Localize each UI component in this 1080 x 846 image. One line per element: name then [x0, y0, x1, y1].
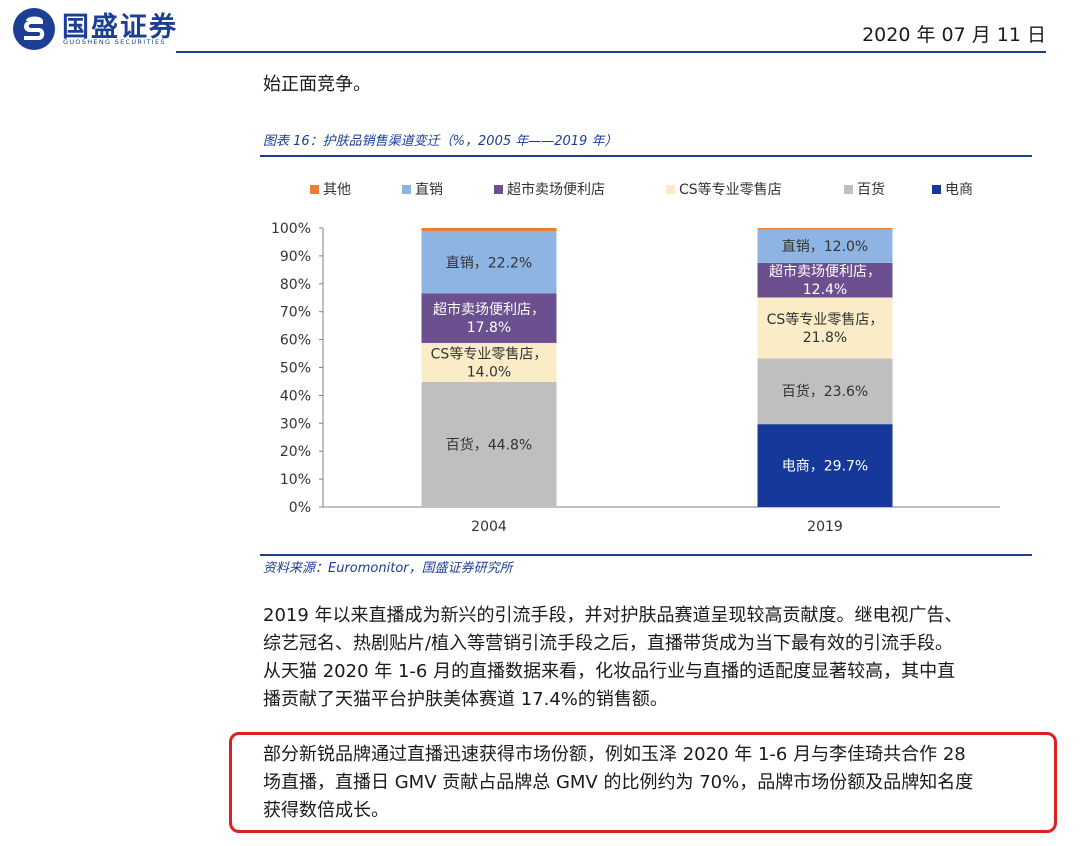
data-label: CS等专业零售店， [767, 311, 884, 328]
y-tick-label: 10% [280, 472, 311, 488]
bar-segment [421, 228, 557, 232]
highlight-box [229, 732, 1057, 833]
y-tick-label: 0% [289, 500, 311, 516]
figure-top-rule [260, 155, 1032, 157]
data-label: 14.0% [467, 364, 511, 380]
bar-segment [757, 424, 893, 507]
paragraph-line: 2019 年以来直播成为新兴的引流手段，并对护肤品赛道呈现较高贡献度。继电视广告… [263, 605, 963, 626]
y-axis: 0% 10% 20% 30% 40% 50% 60% 70% 80% 90% 100% [271, 221, 1000, 516]
header-divider [176, 51, 1046, 53]
data-label: 超市卖场便利店， [433, 301, 545, 318]
paragraph-line: 从天猫 2020 年 1-6 月的直播数据来看，化妆品行业与直播的适配度显著较高… [263, 661, 956, 682]
y-tick-label: 70% [280, 305, 311, 321]
bar-segment [757, 228, 893, 230]
company-logo [13, 8, 55, 50]
y-tick-label: 60% [280, 333, 311, 349]
bar-segment [421, 293, 557, 343]
data-label: 直销，22.2% [446, 254, 532, 271]
legend-swatch [666, 185, 675, 194]
data-label: 直销，12.0% [782, 238, 868, 255]
y-tick-label: 50% [280, 361, 311, 377]
bar-segment [757, 358, 893, 425]
legend-label: 直销 [415, 181, 443, 198]
data-label: 百货，23.6% [782, 383, 868, 400]
y-tick-label: 90% [280, 249, 311, 265]
bar-segment [757, 297, 893, 359]
x-axis: 2004 2019 [471, 519, 843, 535]
bar-segment [757, 229, 893, 263]
legend-label: CS等专业零售店 [679, 181, 782, 198]
legend-label: 超市卖场便利店 [507, 181, 605, 198]
chart-legend: 其他 直销 超市卖场便利店 CS等专业零售店 百货 电商 [310, 181, 973, 198]
data-label: 17.8% [467, 320, 511, 336]
bar-segment [421, 382, 557, 507]
paragraph-line: 场直播，直播日 GMV 贡献占品牌总 GMV 的比例约为 70%，品牌市场份额及… [263, 772, 974, 793]
legend-swatch [494, 185, 503, 194]
data-label: 电商，29.7% [782, 459, 868, 475]
x-tick-label: 2004 [471, 519, 507, 535]
legend-swatch [402, 185, 411, 194]
data-label: 百货，44.8% [446, 437, 532, 454]
report-date: 2020 年 07 月 11 日 [862, 24, 1046, 46]
paragraph-line: 获得数倍成长。 [263, 800, 389, 821]
legend-swatch [844, 185, 853, 194]
logo-text: 国盛证券 [62, 12, 178, 43]
intro-text: 始正面竞争。 [263, 74, 371, 95]
chart-bars: 百货，44.8% CS等专业零售店， 14.0% 超市卖场便利店， 17.8% 直销，22… [421, 228, 893, 507]
y-tick-label: 20% [280, 444, 311, 460]
legend-label: 电商 [945, 182, 973, 198]
body-paragraph-2: 部分新锐品牌通过直播迅速获得市场份额，例如玉泽 2020 年 1-6 月与李佳琦… [263, 741, 1049, 825]
y-tick-label: 80% [280, 277, 311, 293]
x-tick-label: 2019 [807, 519, 843, 535]
legend-swatch [932, 185, 941, 194]
y-tick-label: 100% [271, 221, 311, 237]
legend-swatch [310, 185, 319, 194]
bar-segment [421, 231, 557, 294]
figure-caption: 图表 16：护肤品销售渠道变迁（%，2005 年——2019 年） [263, 134, 618, 149]
y-tick-label: 30% [280, 416, 311, 432]
data-label: CS等专业零售店， [431, 345, 548, 362]
data-label: 12.4% [803, 282, 847, 298]
data-label: 超市卖场便利店， [769, 263, 881, 280]
body-paragraph-1: 2019 年以来直播成为新兴的引流手段，并对护肤品赛道呈现较高贡献度。继电视广告… [263, 602, 1049, 714]
figure-source: 资料来源：Euromonitor，国盛证券研究所 [263, 561, 513, 576]
y-tick-label: 40% [280, 388, 311, 404]
paragraph-line: 综艺冠名、热剧贴片/植入等营销引流手段之后，直播带货成为当下最有效的引流手段。 [263, 633, 954, 654]
paragraph-line: 部分新锐品牌通过直播迅速获得市场份额，例如玉泽 2020 年 1-6 月与李佳琦… [263, 744, 966, 765]
logo-subtext: GUOSHENG SECURITIES [63, 38, 166, 46]
legend-label: 百货 [857, 181, 885, 198]
bar-segment [421, 342, 557, 383]
paragraph-line: 播贡献了天猫平台护肤美体赛道 17.4%的销售额。 [263, 689, 668, 710]
stacked-bar-chart: 其他 直销 超市卖场便利店 CS等专业零售店 百货 电商 0% 10% 20% 30% 40% 50… [271, 181, 1000, 535]
data-label: 21.8% [803, 330, 847, 346]
legend-label: 其他 [323, 182, 351, 198]
figure-bottom-rule [260, 554, 1032, 556]
bar-segment [757, 262, 893, 298]
